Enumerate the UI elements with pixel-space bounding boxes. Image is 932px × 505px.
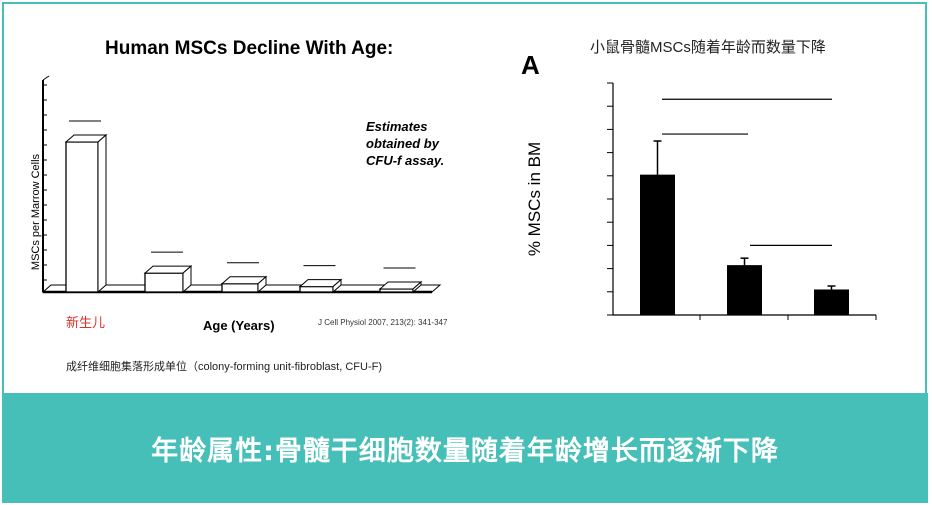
cfu-footnote: 成纤维细胞集落形成单位（colony-forming unit-fibrobla… <box>66 361 382 373</box>
bar-front <box>144 272 184 293</box>
annotation-line: obtained by <box>366 136 439 151</box>
panel-label: A <box>521 50 540 80</box>
bar-side <box>332 278 342 294</box>
bar-side <box>412 280 422 294</box>
human-chart-title: Human MSCs Decline With Age: <box>105 38 394 59</box>
bar-front <box>299 285 334 293</box>
citation: J Cell Physiol 2007, 213(2): 341-347 <box>318 318 448 327</box>
bar-side <box>182 265 192 294</box>
human-chart-annotation: Estimates obtained by CFU-f assay. <box>366 118 444 169</box>
newborn-chinese-label: 新生儿 <box>66 315 106 330</box>
summary-banner: 年龄属性:骨髓干细胞数量随着年龄增长而逐渐下降 <box>2 393 928 503</box>
bar-side <box>97 133 107 294</box>
annotation-line: Estimates <box>366 119 428 134</box>
bar-2WK <box>727 265 762 315</box>
bar-2 day <box>640 174 675 315</box>
mouse-chart-title: 小鼠骨髓MSCs随着年龄而数量下降 <box>590 39 826 56</box>
bar-9-12WK <box>814 289 849 315</box>
bar-front <box>221 283 259 293</box>
bar-side <box>257 275 267 294</box>
human-chart-xlabel: Age (Years) <box>203 318 275 333</box>
banner-text: 年龄属性:骨髓干细胞数量随着年龄增长而逐渐下降 <box>151 435 779 467</box>
bar-front <box>65 141 99 293</box>
y-axis-depth <box>42 75 50 81</box>
annotation-line: CFU-f assay. <box>366 153 445 168</box>
